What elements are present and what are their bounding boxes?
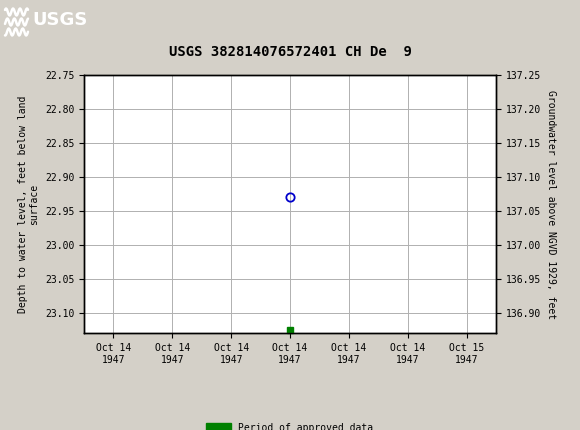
Text: USGS 382814076572401 CH De  9: USGS 382814076572401 CH De 9 xyxy=(169,45,411,59)
Legend: Period of approved data: Period of approved data xyxy=(202,419,378,430)
Y-axis label: Depth to water level, feet below land
surface: Depth to water level, feet below land su… xyxy=(18,95,39,313)
Y-axis label: Groundwater level above NGVD 1929, feet: Groundwater level above NGVD 1929, feet xyxy=(546,90,556,319)
Text: USGS: USGS xyxy=(32,11,88,29)
